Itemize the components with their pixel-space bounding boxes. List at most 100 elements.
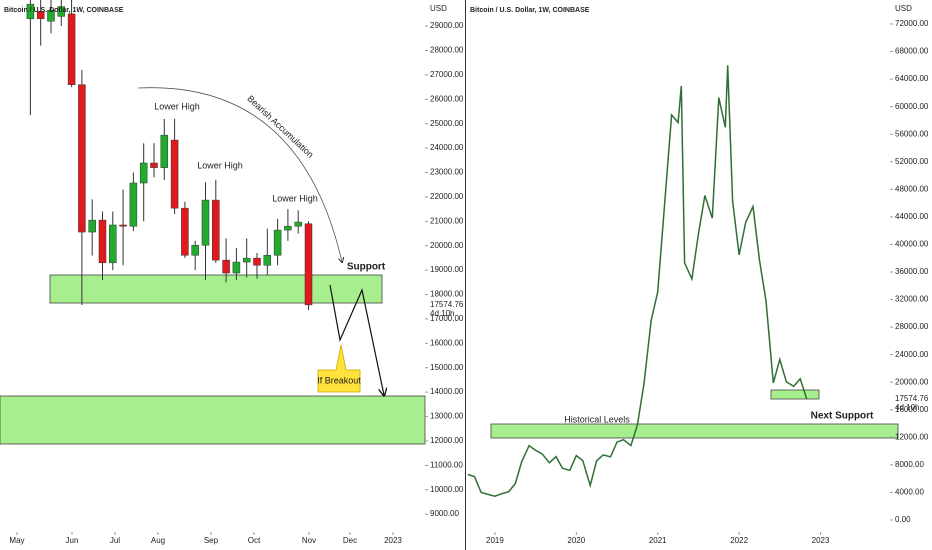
candle-body [36, 11, 45, 20]
candle-body [304, 223, 313, 306]
x-tick-label: Nov [302, 536, 316, 545]
y-tick-label: 60000.00 [895, 102, 929, 111]
x-tick-label: 2022 [730, 536, 748, 545]
candle-body [78, 84, 86, 233]
y-tick-label: 52000.00 [895, 157, 929, 166]
candle-body [294, 221, 302, 227]
x-tick-label: May [9, 536, 24, 545]
annotation: Lower High [272, 193, 318, 203]
chart-title: Bitcoin / U.S. Dollar, 1W, COINBASE [4, 7, 124, 14]
annotation: Lower High [154, 101, 200, 111]
candle-body [57, 6, 66, 17]
candle-body [253, 257, 261, 266]
x-tick-label: 2023 [812, 536, 830, 545]
y-tick-label: 10000.00 [430, 485, 464, 494]
candle-body [119, 224, 127, 227]
y-tick-label: 28000.00 [895, 322, 929, 331]
candle-body [47, 9, 55, 22]
y-tick-label: 13000.00 [430, 412, 464, 421]
x-tick-label: 2021 [649, 536, 667, 545]
y-tick-label: 40000.00 [895, 240, 929, 249]
candle-body [67, 13, 76, 85]
y-tick-label: 24000.00 [895, 350, 929, 359]
annotation: If Breakout [317, 375, 361, 385]
x-tick-label: Dec [343, 536, 357, 545]
y-tick-label: 32000.00 [895, 295, 929, 304]
candle-body [191, 244, 199, 256]
annotation: Bearish Accumulation [245, 93, 315, 159]
y-tick-label: 72000.00 [895, 19, 929, 28]
y-tick-label: 8000.00 [895, 460, 924, 469]
y-tick-label: 12000.00 [895, 432, 929, 441]
candle-body [26, 3, 35, 20]
countdown: 4d 10h [895, 403, 919, 412]
left-plot [26, 0, 313, 311]
x-tick-label: Jun [66, 536, 79, 545]
y-tick-label: 15000.00 [430, 363, 464, 372]
y-tick-label: 16000.00 [430, 338, 464, 347]
support-zone [49, 274, 383, 304]
y-tick-label: 56000.00 [895, 129, 929, 138]
candle-body [160, 134, 169, 168]
y-tick-label: 68000.00 [895, 47, 929, 56]
y-tick-label: 36000.00 [895, 267, 929, 276]
x-tick-label: Sep [204, 536, 219, 545]
annotation: Lower High [197, 160, 243, 170]
y-tick-label: 4000.00 [895, 488, 924, 497]
countdown: 4d 10h [430, 309, 454, 318]
y-tick-label: 22000.00 [430, 192, 464, 201]
callout [317, 344, 361, 393]
y-tick-label: 26000.00 [430, 94, 464, 103]
price-line [467, 65, 808, 497]
chart-title: Bitcoin / U.S. Dollar, 1W, COINBASE [470, 7, 590, 14]
candle-body [284, 225, 292, 231]
candle-body [232, 261, 241, 274]
y-tick-label: 0.00 [895, 515, 911, 524]
x-tick-label: Oct [248, 536, 261, 545]
candle-body [263, 254, 272, 266]
annotation: Historical Levels [564, 414, 630, 424]
axis-unit: USD [430, 4, 447, 13]
y-tick-label: 23000.00 [430, 168, 464, 177]
x-tick-label: Aug [151, 536, 165, 545]
y-tick-label: 17000.00 [430, 314, 464, 323]
candle-body [201, 199, 210, 246]
y-tick-label: 12000.00 [430, 436, 464, 445]
breakout-zone [0, 395, 426, 445]
x-tick-label: 2023 [384, 536, 402, 545]
y-tick-label: 27000.00 [430, 70, 464, 79]
y-tick-label: 44000.00 [895, 212, 929, 221]
candle-body [98, 219, 107, 264]
annotation: Support [347, 262, 386, 273]
candle-body [150, 162, 158, 168]
axis-unit: USD [895, 4, 912, 13]
y-tick-label: 29000.00 [430, 21, 464, 30]
y-tick-label: 14000.00 [430, 387, 464, 396]
support-zone-small [770, 389, 820, 400]
y-tick-label: 18000.00 [430, 290, 464, 299]
y-tick-label: 16000.00 [895, 405, 929, 414]
y-tick-label: 21000.00 [430, 216, 464, 225]
y-tick-label: 28000.00 [430, 46, 464, 55]
y-tick-label: 64000.00 [895, 74, 929, 83]
candle-body [129, 182, 138, 227]
y-tick-label: 24000.00 [430, 143, 464, 152]
last-price: 17574.76 [895, 394, 929, 403]
x-tick-label: 2020 [567, 536, 585, 545]
candle-body [242, 257, 251, 263]
historical-zone [490, 423, 899, 439]
candle-body [109, 224, 117, 264]
candle-body [212, 199, 220, 261]
candle-body [170, 139, 179, 209]
y-tick-label: 48000.00 [895, 184, 929, 193]
annotation: Next Support [811, 411, 874, 422]
last-price: 17574.76 [430, 300, 464, 309]
y-tick-label: 9000.00 [430, 509, 459, 518]
y-tick-label: 11000.00 [430, 460, 463, 469]
candle-body [139, 162, 148, 184]
candle-body [88, 219, 96, 233]
candle-body [222, 259, 230, 274]
y-tick-label: 20000.00 [895, 377, 929, 386]
candle-body [181, 207, 189, 256]
x-tick-label: 2019 [486, 536, 504, 545]
